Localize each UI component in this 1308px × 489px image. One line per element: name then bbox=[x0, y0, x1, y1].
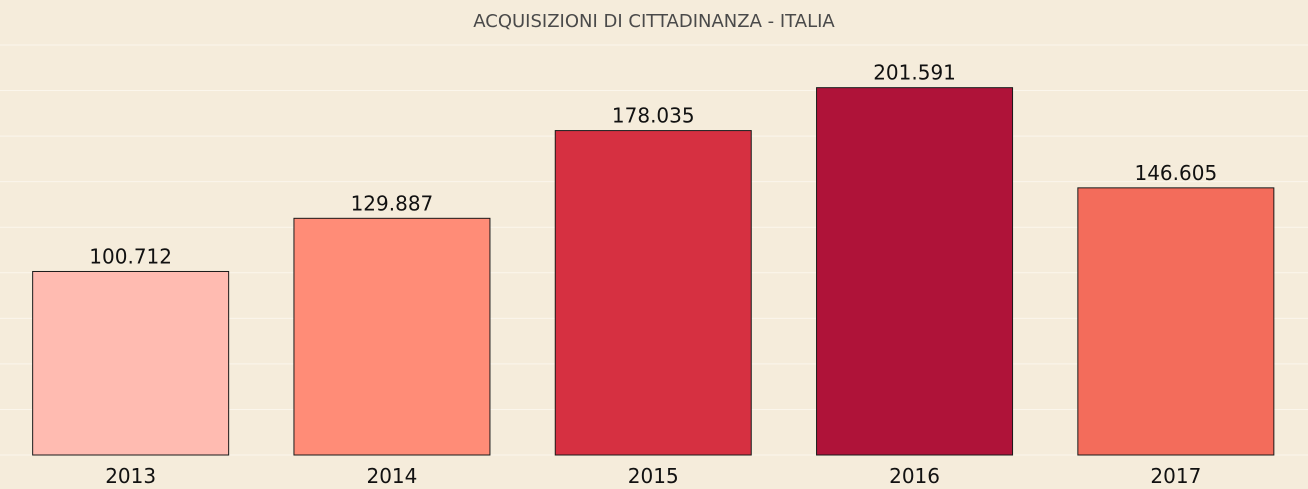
bars bbox=[32, 87, 1275, 456]
bar-2014 bbox=[293, 217, 491, 456]
value-label-2016: 201.591 bbox=[873, 61, 956, 85]
value-label-2015: 178.035 bbox=[612, 104, 695, 128]
x-tick-label-2014: 2014 bbox=[366, 464, 417, 488]
bar-2017 bbox=[1077, 187, 1275, 456]
bar-2013 bbox=[32, 270, 230, 456]
x-tick-label-2013: 2013 bbox=[105, 464, 156, 488]
bar-2016 bbox=[816, 87, 1014, 456]
bar-2015 bbox=[554, 130, 752, 456]
value-label-2013: 100.712 bbox=[89, 244, 172, 268]
x-tick-label-2017: 2017 bbox=[1150, 464, 1201, 488]
value-label-2017: 146.605 bbox=[1134, 161, 1217, 185]
value-label-2014: 129.887 bbox=[351, 191, 434, 215]
value-labels: 100.712 129.887 178.035 201.591 146.605 bbox=[89, 61, 1217, 269]
x-tick-label-2016: 2016 bbox=[889, 464, 940, 488]
x-tick-label-2015: 2015 bbox=[628, 464, 679, 488]
x-axis-tick-labels: 2013 2014 2015 2016 2017 bbox=[105, 464, 1201, 488]
chart-title: ACQUISIZIONI DI CITTADINANZA - ITALIA bbox=[473, 11, 835, 32]
